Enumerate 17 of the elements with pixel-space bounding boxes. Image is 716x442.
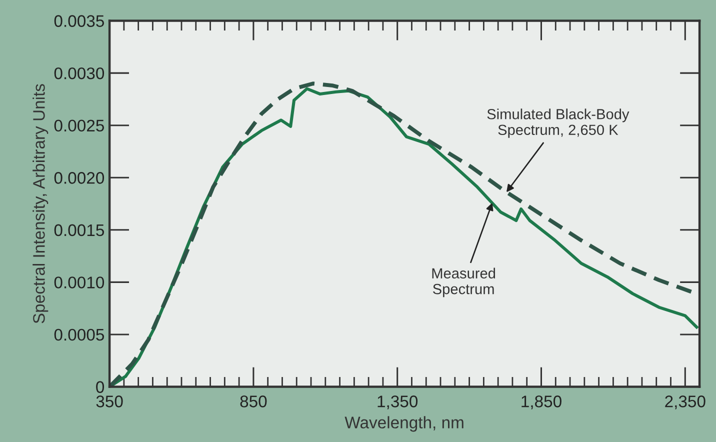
y-tick-label: 0.0005: [54, 328, 104, 341]
x-tick-label: 350: [96, 396, 123, 408]
y-axis-title: Spectral Intensity, Arbitrary Units: [32, 84, 48, 324]
y-tick-label: 0: [96, 381, 104, 393]
annotation: Measured Spectrum: [432, 268, 496, 298]
x-axis-title: Wavelength, nm: [344, 416, 464, 432]
y-tick-label: 0.0010: [54, 276, 104, 288]
x-tick-label: 850: [240, 396, 267, 408]
x-tick-label: 1,850: [522, 396, 562, 410]
y-tick-label: 0.0025: [54, 120, 104, 132]
x-tick-label: 2,350: [665, 396, 706, 410]
x-tick-label: 1,350: [378, 396, 418, 410]
annotation: Simulated Black-Body Spectrum, 2,650 K: [487, 108, 630, 138]
y-tick-label: 0.0015: [54, 224, 104, 236]
y-tick-label: 0.0030: [54, 67, 104, 80]
y-tick-label: 0.0020: [54, 172, 104, 184]
y-tick-label: 0.0035: [54, 15, 104, 27]
